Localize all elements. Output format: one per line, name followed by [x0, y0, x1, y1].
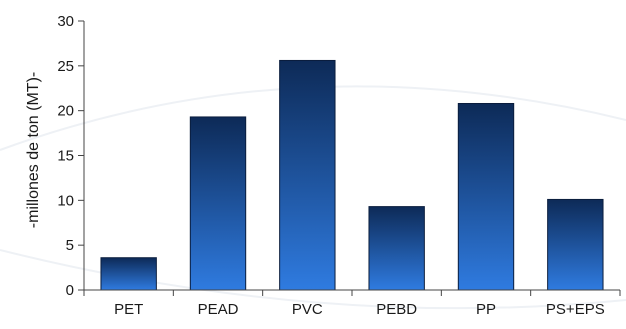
bar-pet: [100, 257, 157, 291]
bar-pp: [457, 102, 515, 291]
axes-group: [78, 20, 621, 296]
x-category-label: PP: [476, 301, 496, 318]
y-tick-label: 20: [57, 103, 74, 120]
y-tick-label: 15: [57, 148, 74, 165]
y-tick-label: 5: [66, 237, 74, 254]
bar-pead: [189, 116, 247, 291]
bar-ps-eps: [547, 198, 604, 291]
bar-pebd: [368, 206, 425, 291]
y-tick-label: 30: [57, 13, 74, 30]
y-tick-label: 0: [66, 282, 74, 299]
labels-group: 0 5 10 15 20 25 30 PET PEAD PVC PEBD PP PS+EPS: [57, 13, 604, 318]
y-tick-label: 25: [57, 58, 74, 75]
bars-group: [100, 59, 604, 291]
x-category-label: PS+EPS: [546, 301, 605, 318]
x-category-label: PVC: [292, 301, 323, 318]
x-category-label: PET: [114, 301, 143, 318]
bar-pvc: [279, 59, 336, 291]
x-category-label: PEAD: [198, 301, 239, 318]
y-axis-title: -millones de ton (MT)-: [25, 72, 42, 228]
y-tick-label: 10: [57, 192, 74, 209]
x-category-label: PEBD: [376, 301, 417, 318]
